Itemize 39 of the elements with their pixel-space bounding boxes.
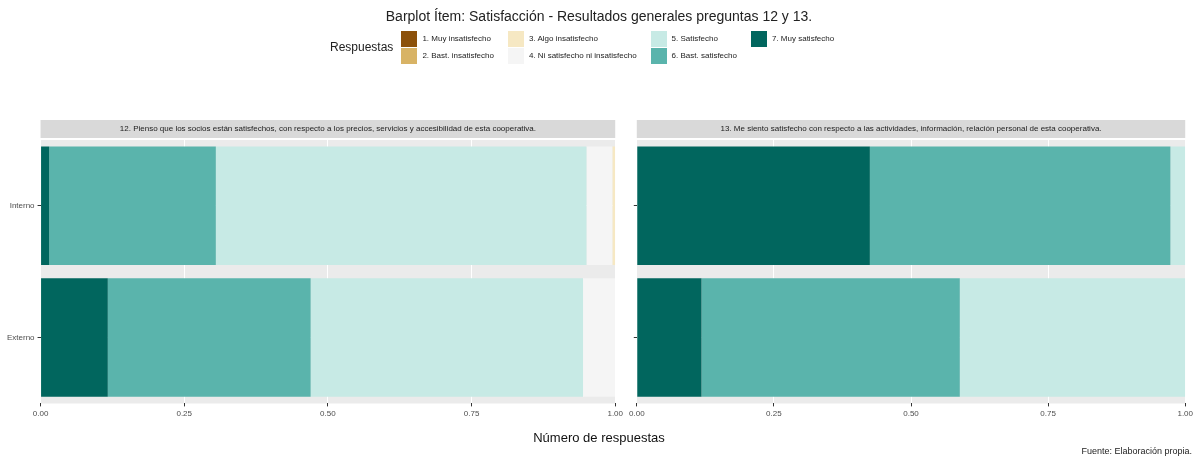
- bar: [701, 278, 960, 397]
- chart-subtitle: 13. Me siento satisfecho con respecto a las actividades, información, relación personal de esta cooperativa.: [720, 124, 1102, 134]
- x-tick-label: 0.00: [32, 409, 49, 419]
- bar: [215, 146, 587, 266]
- legend-label: 1. Muy insatisfecho: [422, 34, 491, 43]
- legend-label: 4. Ni satisfecho ni insatisfecho: [528, 51, 637, 60]
- x-tick-label: 0.75: [463, 409, 480, 419]
- y-tick-label: Interno: [9, 201, 36, 211]
- legend-label: 2. Bast. insatisfecho: [422, 51, 494, 60]
- chart-subtitle: 12. Pienso que los socios están satisfechos, con respecto a los precios, servicios y accesibilidad de esta cooperativa.: [119, 124, 537, 134]
- bar: [310, 278, 584, 397]
- bar: [49, 146, 216, 266]
- bar: [612, 146, 616, 266]
- legend-title: Respuestas: [330, 40, 394, 54]
- bar: [869, 146, 1171, 266]
- x-tick-label: 0.25: [766, 409, 783, 419]
- bar: [41, 278, 108, 397]
- bar: [959, 278, 1186, 397]
- x-axis-title: Número de respuestas: [532, 430, 666, 445]
- y-tick-label: Externo: [6, 332, 36, 342]
- bar: [637, 146, 870, 266]
- x-tick-label: 1.00: [607, 409, 624, 419]
- legend-label: 5. Satisfecho: [671, 34, 718, 43]
- bar: [107, 278, 311, 397]
- x-tick-label: 0.00: [629, 409, 646, 419]
- x-tick-label: 0.25: [176, 409, 193, 419]
- x-tick-label: 0.50: [903, 409, 920, 419]
- bar: [586, 146, 613, 266]
- chart-title: Barplot Ítem: Satisfacción - Resultados generales preguntas 12 y 13.: [384, 8, 814, 24]
- x-tick-label: 0.50: [320, 409, 337, 419]
- bar: [637, 278, 702, 397]
- legend-label: 3. Algo insatisfecho: [528, 34, 598, 43]
- x-tick-label: 1.00: [1177, 409, 1194, 419]
- source-note: Fuente: Elaboración propia.: [1081, 446, 1192, 456]
- bar: [41, 146, 50, 266]
- x-tick-label: 0.75: [1040, 409, 1057, 419]
- bar: [1170, 146, 1186, 266]
- legend-label: 7. Muy satisfecho: [771, 34, 835, 43]
- legend-label: 6. Bast. satisfecho: [671, 51, 737, 60]
